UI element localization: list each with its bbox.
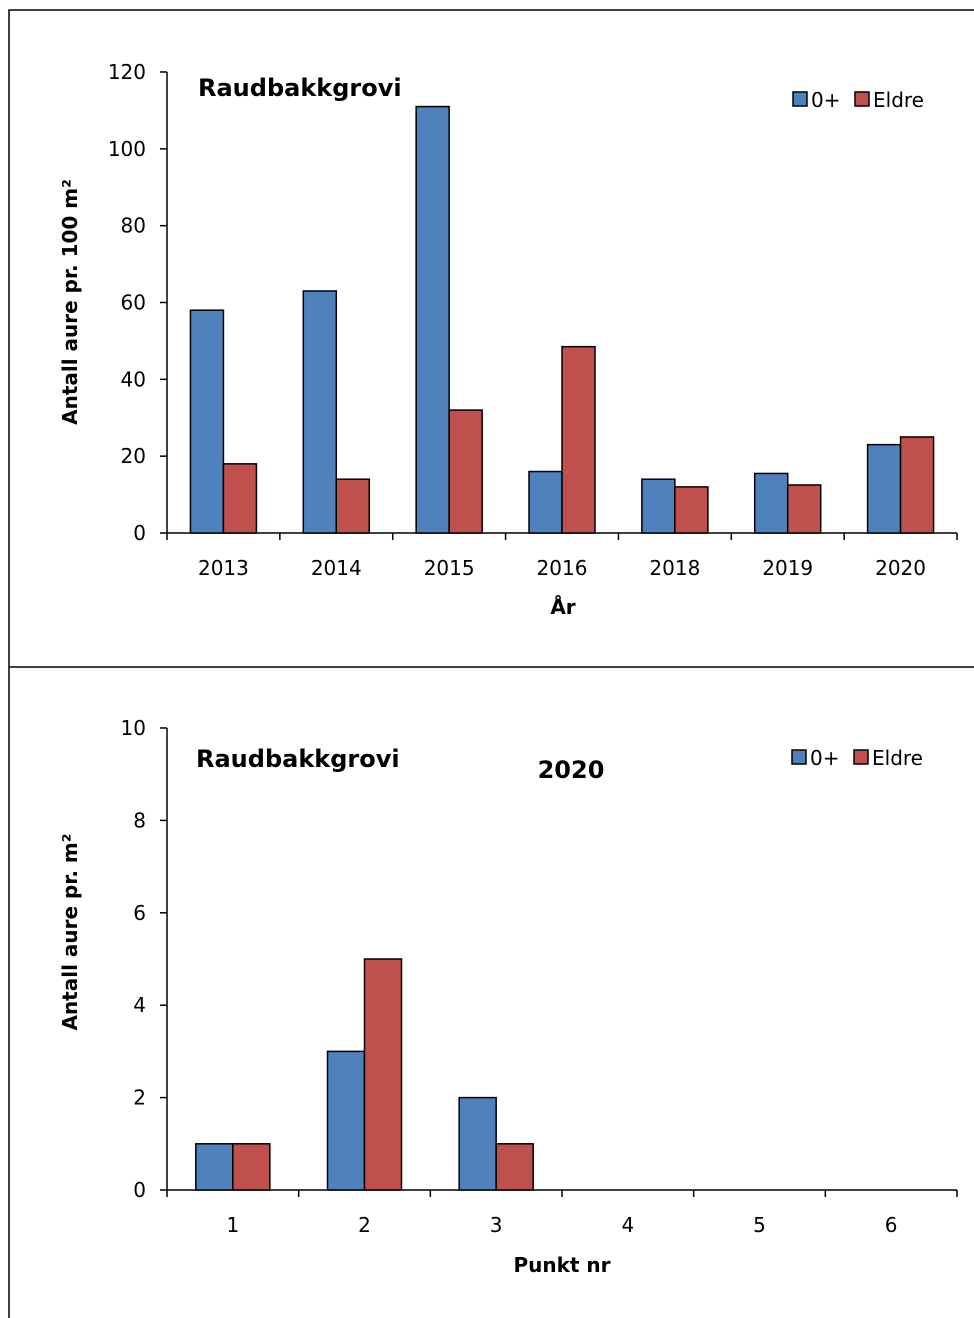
figure-frame (8, 9, 974, 1318)
legend-swatch (792, 91, 808, 107)
x-tick-label: 6 (885, 1213, 898, 1237)
bar-eldre-2013 (222, 463, 258, 534)
x-tick-label: 2013 (198, 556, 249, 580)
x-axis-title: Punkt nr (513, 1253, 610, 1277)
bar-eldre-2016 (561, 345, 596, 534)
x-tick-label: 2018 (649, 556, 700, 580)
axes: 0 20 40 60 80 100 120 2013 2014 2015 2016 2018 2019 2… (108, 60, 958, 580)
y-axis-title: Antall aure pr. 100 m² (58, 179, 82, 425)
bar-eldre-2 (363, 958, 403, 1191)
x-axis-title: År (550, 595, 575, 619)
y-tick-label: 4 (133, 993, 146, 1017)
x-tick-label: 1 (226, 1213, 239, 1237)
bar-eldre-3 (495, 1143, 534, 1191)
chart-title: Raudbakkgrovi (196, 745, 400, 773)
bar-0-2015 (415, 105, 450, 534)
legend-swatch (791, 749, 807, 765)
y-tick-label: 120 (108, 60, 146, 84)
bar-0-2013 (189, 309, 225, 534)
y-tick-label: 60 (121, 291, 146, 315)
bar-eldre-2020 (899, 436, 935, 534)
legend: 0+ Eldre (792, 88, 924, 112)
x-tick-label: 2015 (424, 556, 475, 580)
y-tick-label: 10 (121, 716, 146, 740)
bars (195, 958, 534, 1191)
bar-0-2019 (753, 472, 789, 534)
bar-0-3 (458, 1096, 497, 1191)
y-axis-title: Antall aure pr. m² (58, 833, 82, 1030)
bar-eldre-2019 (786, 484, 822, 534)
bar-0-2020 (866, 443, 902, 534)
legend-swatch (853, 749, 869, 765)
bar-eldre-1 (232, 1143, 271, 1191)
x-tick-label: 2020 (875, 556, 926, 580)
x-tick-label: 2 (358, 1213, 371, 1237)
x-tick-label: 2019 (762, 556, 813, 580)
y-tick-label: 40 (121, 367, 146, 391)
y-tick-label: 0 (133, 521, 146, 545)
legend-swatch (854, 91, 870, 107)
legend-label: Eldre (872, 746, 923, 770)
bar-0-2014 (302, 290, 338, 534)
x-tick-label: 4 (621, 1213, 634, 1237)
x-tick-label: 2014 (311, 556, 362, 580)
y-tick-label: 0 (133, 1178, 146, 1202)
y-tick-label: 20 (121, 444, 146, 468)
bar-0-1 (195, 1143, 234, 1191)
x-tick-label: 2016 (537, 556, 588, 580)
y-tick-label: 100 (108, 137, 146, 161)
chart-subtitle: 2020 (538, 756, 605, 784)
x-tick-label: 5 (753, 1213, 766, 1237)
legend-label: 0+ (810, 746, 839, 770)
y-tick-label: 6 (133, 901, 146, 925)
chart-point-density: Raudbakkgrovi 2020 Punkt nr Antall aure … (58, 716, 958, 1277)
legend-label: Eldre (873, 88, 924, 112)
bar-eldre-2015 (448, 409, 483, 534)
y-tick-label: 8 (133, 808, 146, 832)
legend: 0+ Eldre (791, 746, 923, 770)
bar-eldre-2014 (335, 478, 371, 534)
legend-label: 0+ (811, 88, 840, 112)
y-tick-label: 2 (133, 1086, 146, 1110)
chart-yearly-density: Raudbakkgrovi År Antall aure pr. 100 m² … (58, 60, 958, 619)
bar-0-2018 (641, 478, 676, 534)
bar-0-2 (326, 1050, 366, 1191)
x-tick-label: 3 (490, 1213, 503, 1237)
bar-eldre-2018 (674, 486, 709, 534)
y-tick-label: 80 (121, 214, 146, 238)
chart-title: Raudbakkgrovi (198, 74, 402, 102)
bars (189, 105, 935, 534)
bar-0-2016 (528, 470, 563, 534)
